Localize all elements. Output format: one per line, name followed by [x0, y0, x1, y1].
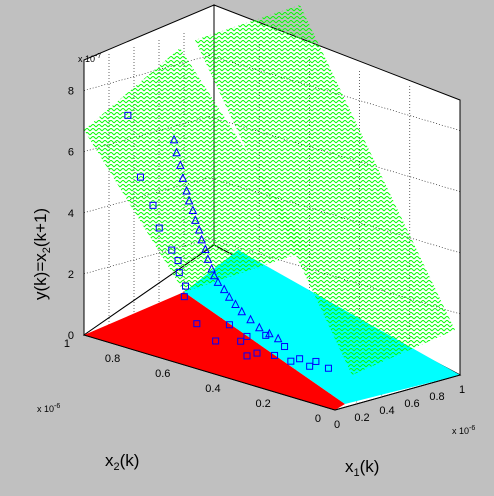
- x-tick-label: 0.8: [429, 391, 444, 403]
- triangle-marker: [237, 306, 247, 316]
- x-tick-label: 0: [334, 419, 340, 431]
- square-marker: [237, 337, 245, 345]
- triangle-marker: [213, 277, 223, 286]
- triangle-marker: [231, 299, 240, 308]
- triangle-marker: [201, 244, 210, 253]
- square-marker: [149, 201, 157, 209]
- marker-layer: [124, 111, 332, 372]
- triangle-marker: [169, 134, 179, 144]
- square-marker: [225, 321, 233, 329]
- region-cyan: [184, 250, 460, 404]
- triangle-marker: [246, 314, 255, 324]
- y-tick-label: 0.2: [256, 398, 271, 410]
- square-marker: [155, 224, 163, 232]
- square-marker: [243, 352, 251, 360]
- x-axis-label: x1(k): [345, 457, 379, 479]
- y-tick-label: 0: [315, 413, 321, 425]
- square-marker: [175, 269, 183, 277]
- square-marker: [271, 351, 279, 359]
- triangle-marker: [188, 205, 198, 214]
- x-tick-label: 1: [459, 384, 465, 396]
- square-marker: [212, 337, 220, 345]
- triangle-marker: [273, 333, 283, 343]
- x-multiplier: x 10-6: [452, 425, 475, 436]
- square-marker: [180, 293, 188, 301]
- y-multiplier: x 10-6: [37, 403, 60, 414]
- z-tick-label: 8: [68, 86, 74, 98]
- surface-right-sheet: [195, 5, 455, 375]
- triangle-marker: [194, 224, 204, 234]
- triangle-marker: [207, 263, 216, 273]
- square-marker: [296, 355, 304, 363]
- x-tick-label: 0.2: [354, 412, 369, 424]
- z-tick-label: 2: [68, 269, 74, 281]
- square-marker: [312, 357, 320, 365]
- square-marker: [306, 362, 314, 370]
- x-axis-line: [334, 374, 461, 411]
- y-axis-label: x2(k): [105, 451, 139, 473]
- z-tick-label: 0: [68, 330, 74, 342]
- triangle-marker: [209, 270, 219, 280]
- square-marker: [243, 332, 251, 340]
- z-tick-label: 6: [68, 147, 74, 159]
- square-marker: [287, 357, 295, 365]
- square-marker: [253, 349, 261, 357]
- triangle-marker: [265, 328, 274, 338]
- triangle-marker: [255, 322, 264, 332]
- triangle-marker: [191, 215, 200, 224]
- triangle-marker: [184, 195, 194, 205]
- triangle-marker: [219, 284, 229, 294]
- y-tick-label: 0.6: [155, 368, 170, 380]
- square-marker: [174, 257, 182, 265]
- triangle-marker: [182, 185, 191, 195]
- square-marker: [124, 111, 132, 119]
- triangle-marker: [197, 234, 206, 244]
- triangle-marker: [203, 254, 213, 263]
- triangle-marker: [172, 147, 181, 157]
- y-tick-label: 1: [64, 338, 70, 350]
- square-marker: [136, 173, 144, 181]
- x-tick-label: 0.6: [404, 398, 419, 410]
- square-marker: [262, 331, 270, 339]
- region-red: [84, 292, 345, 410]
- y-tick-label: 0.8: [105, 353, 120, 365]
- square-marker: [193, 320, 201, 328]
- square-marker: [324, 364, 332, 372]
- z-tick-label: 4: [68, 208, 74, 220]
- y-tick-label: 0.4: [205, 383, 220, 395]
- x-tick-label: 0.4: [379, 405, 394, 417]
- y-axis-line: [83, 334, 336, 411]
- triangle-marker: [178, 173, 188, 182]
- square-marker: [281, 343, 289, 351]
- surface-left-sheet: [84, 48, 310, 292]
- square-marker: [168, 246, 176, 254]
- z-multiplier: x 10-7: [78, 53, 101, 64]
- z-axis-label: y(k)=x2(k+1): [31, 208, 53, 300]
- triangle-marker: [176, 160, 185, 169]
- square-marker: [182, 282, 190, 290]
- triangle-marker: [224, 292, 234, 301]
